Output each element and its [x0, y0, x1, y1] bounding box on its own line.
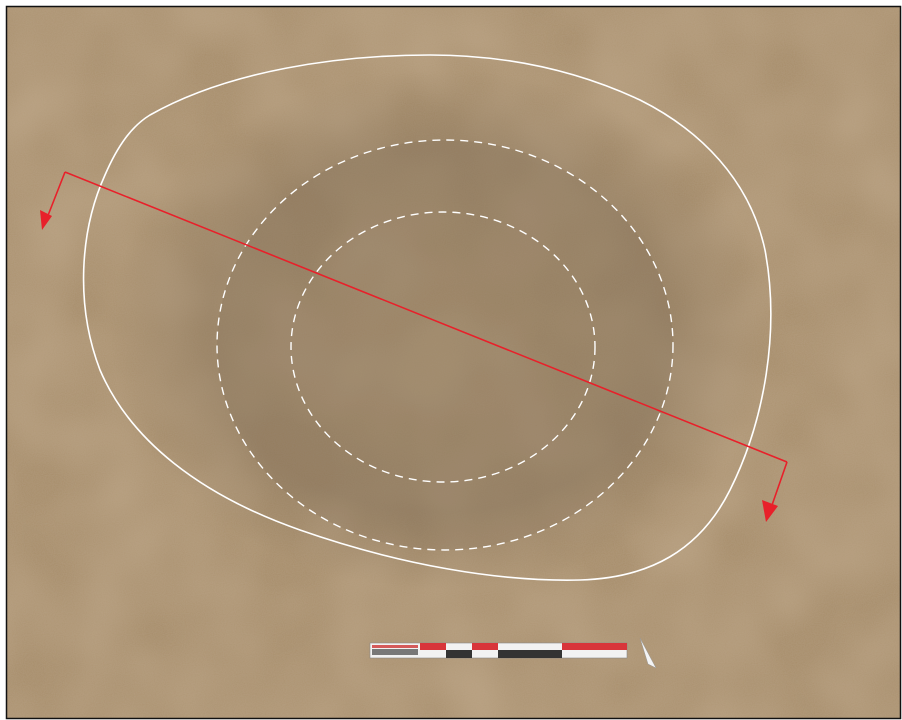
feature-outline	[82, 54, 772, 581]
frame-border	[5, 5, 902, 720]
section-tick-right	[770, 461, 788, 509]
section-arrow-right	[762, 500, 778, 522]
section-tick-left	[46, 171, 66, 219]
north-arrow	[639, 637, 657, 669]
section-axis	[64, 171, 788, 463]
scale-seg	[498, 650, 562, 658]
scale-seg	[562, 643, 627, 650]
scale-seg	[446, 650, 472, 658]
scale-fine	[372, 645, 418, 648]
scale-bar	[369, 642, 628, 659]
section-line	[40, 171, 788, 522]
inner-fill	[217, 140, 673, 550]
section-arrow-left	[40, 210, 52, 230]
scale-fine	[372, 649, 418, 655]
dashed-outline-inner	[290, 211, 596, 483]
scale-seg	[420, 643, 446, 650]
feature-fill	[110, 70, 770, 590]
dashed-outline-middle	[216, 139, 674, 551]
scale-seg	[472, 643, 498, 650]
